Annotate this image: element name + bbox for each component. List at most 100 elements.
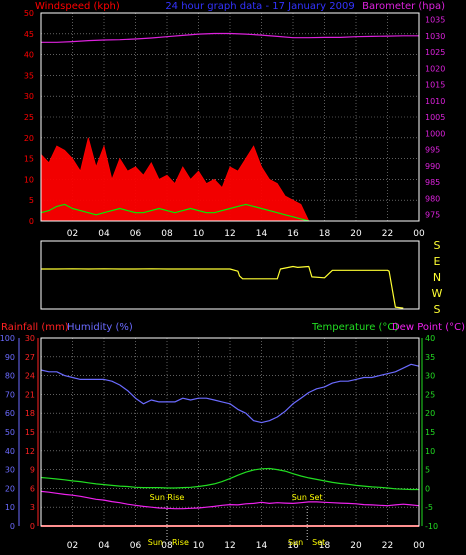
windspeed-tick-label: 35 (24, 71, 34, 80)
wind-barometer-frame (40, 12, 420, 222)
x-tick-label: 00 (413, 541, 425, 551)
x-tick-label: 06 (130, 541, 142, 551)
barometer-axis-label: Barometer (hpa) (362, 1, 445, 12)
wind-barometer-marks (40, 32, 419, 222)
direction-tick-label: S (434, 239, 441, 252)
windspeed-tick-label: 10 (24, 175, 34, 184)
sun-bottom-label: Sun (288, 538, 303, 547)
temperature-tick-label: 15 (425, 428, 435, 437)
rainfall-tick-label: 15 (25, 428, 35, 437)
rainfall-tick-label: 18 (25, 409, 35, 418)
x-tick-label: 16 (287, 229, 299, 239)
sun-bottom-label: Set (312, 538, 325, 547)
x-tick-label: 12 (224, 541, 235, 551)
humidity-tick-label: 80 (5, 372, 15, 381)
x-tick-label: 08 (161, 229, 173, 239)
temperature-tick-label: 10 (425, 447, 435, 456)
windspeed-tick-label: 40 (24, 51, 34, 60)
rainfall-tick-label: 30 (25, 334, 35, 343)
humidity-tick-label: 30 (5, 466, 15, 475)
barometer-tick-label: 1030 (425, 32, 445, 41)
sun-annotation-label: Sun Set (292, 493, 323, 502)
humidity-temperature-ticks: 02 04 06 08 10 12 14 16 18 20 22 000102030405060708… (0, 334, 438, 551)
windspeed-tick-label: 15 (24, 155, 34, 164)
wind-direction-frame (40, 240, 420, 310)
windspeed-tick-label: 20 (24, 134, 34, 143)
sun-bottom-label: Rise (172, 538, 189, 547)
dewpoint-axis-label: Dew Point (°C) (392, 322, 465, 333)
x-tick-label: 00 (413, 229, 425, 239)
x-tick-label: 12 (224, 229, 235, 239)
x-tick-label: 08 (161, 541, 173, 551)
x-tick-label: 04 (98, 541, 110, 551)
humidity-tick-label: 0 (10, 522, 15, 531)
x-tick-label: 20 (350, 229, 362, 239)
x-tick-label: 20 (350, 541, 362, 551)
x-tick-label: 04 (98, 229, 110, 239)
barometer-tick-label: 1005 (425, 113, 445, 122)
direction-tick-label: S (434, 303, 441, 316)
barometer-tick-label: 1025 (425, 48, 445, 57)
barometer-tick-label: 975 (425, 211, 440, 220)
x-tick-label: 02 (67, 541, 78, 551)
temperature-tick-label: 40 (425, 334, 435, 343)
humidity-tick-label: 70 (5, 390, 15, 399)
humidity-tick-label: 10 (5, 503, 15, 512)
direction-tick-label: E (434, 255, 441, 268)
rainfall-axis-label: Rainfall (mm) (1, 322, 69, 333)
barometer-line (41, 32, 419, 43)
sun-bottom-label: Sun (148, 538, 163, 547)
barometer-tick-label: 1035 (425, 16, 445, 25)
humidity-line (40, 363, 420, 424)
humidity-tick-label: 100 (0, 334, 15, 343)
x-tick-label: 10 (193, 541, 205, 551)
humidity-tick-label: 90 (5, 353, 15, 362)
wind-barometer-panel: Windspeed (kph) 24 hour graph data - 17 … (24, 1, 446, 239)
barometer-tick-label: 1010 (425, 97, 445, 106)
x-tick-label: 10 (193, 229, 205, 239)
humidity-temperature-frame (40, 337, 420, 527)
temperature-tick-label: 30 (425, 372, 435, 381)
dewpoint-line (40, 490, 420, 510)
rainfall-tick-label: 12 (25, 447, 35, 456)
x-tick-label: 18 (319, 229, 331, 239)
rainfall-tick-label: 9 (30, 466, 35, 475)
temperature-tick-label: -5 (425, 503, 433, 512)
rainfall-tick-label: 24 (25, 372, 35, 381)
chart-title: 24 hour graph data - 17 January 2009 (165, 1, 354, 12)
temperature-tick-label: 25 (425, 390, 435, 399)
rainfall-tick-label: 0 (30, 522, 35, 531)
windspeed-tick-label: 45 (24, 30, 34, 39)
rainfall-tick-label: 6 (30, 484, 35, 493)
wind-average-line (40, 203, 309, 222)
x-tick-label: 14 (256, 541, 268, 551)
temperature-tick-label: 5 (425, 466, 430, 475)
humidity-temperature-grid (41, 338, 419, 526)
barometer-tick-label: 980 (425, 194, 440, 203)
barometer-tick-label: 985 (425, 178, 440, 187)
humidity-tick-label: 60 (5, 409, 15, 418)
rainfall-tick-label: 3 (30, 503, 35, 512)
rainfall-tick-label: 27 (25, 353, 35, 362)
humidity-tick-label: 20 (5, 484, 15, 493)
temperature-tick-label: -10 (425, 522, 438, 531)
x-tick-label: 22 (382, 541, 393, 551)
wind-barometer-ticks: 02 04 06 08 10 12 14 16 18 20 22 000510152025303540… (24, 9, 446, 239)
humidity-axis-label: Humidity (%) (67, 322, 133, 333)
wind-direction-line (41, 265, 404, 309)
humidity-tick-label: 50 (5, 428, 15, 437)
temperature-tick-label: 35 (425, 353, 435, 362)
wind-direction-marks (41, 265, 404, 309)
sun-annotation-label: Sun Rise (150, 493, 185, 502)
x-tick-label: 22 (382, 229, 393, 239)
barometer-tick-label: 1015 (425, 81, 445, 90)
windspeed-tick-label: 50 (24, 9, 34, 18)
rainfall-tick-label: 21 (25, 390, 35, 399)
x-tick-label: 16 (287, 541, 299, 551)
windspeed-tick-label: 25 (24, 113, 34, 122)
windspeed-tick-label: 0 (29, 217, 34, 226)
barometer-tick-label: 1020 (425, 64, 445, 73)
barometer-tick-label: 990 (425, 162, 440, 171)
humidity-tick-label: 40 (5, 447, 15, 456)
